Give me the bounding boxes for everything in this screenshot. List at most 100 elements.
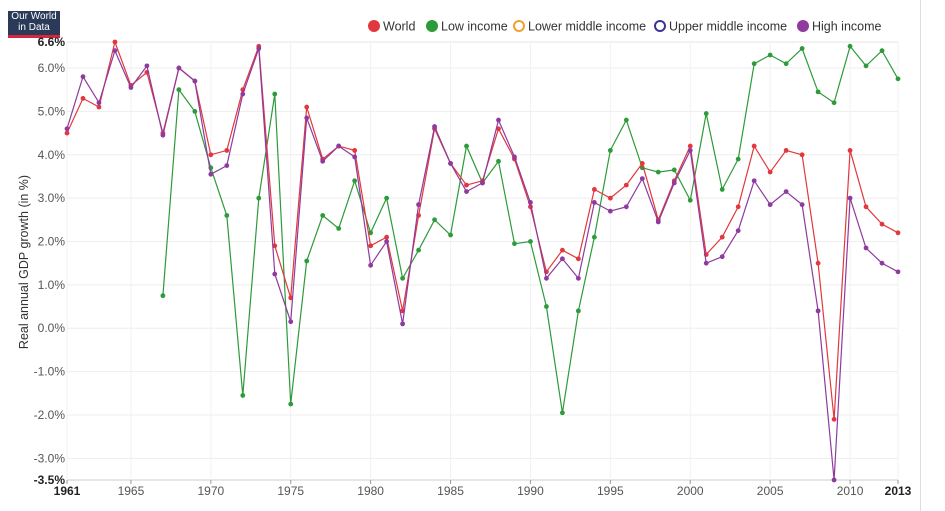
data-point-world[interactable] — [80, 95, 86, 101]
data-point-low-income[interactable] — [496, 158, 501, 164]
data-point-high-income[interactable] — [895, 269, 901, 275]
data-point-high-income[interactable] — [703, 260, 709, 266]
data-point-world[interactable] — [112, 39, 118, 45]
data-point-high-income[interactable] — [112, 48, 118, 54]
data-point-high-income[interactable] — [128, 85, 134, 90]
data-point-high-income[interactable] — [256, 46, 262, 51]
data-point-world[interactable] — [96, 104, 102, 110]
data-point-high-income[interactable] — [735, 228, 741, 234]
data-point-world[interactable] — [352, 148, 358, 153]
data-point-high-income[interactable] — [336, 143, 342, 149]
data-point-low-income[interactable] — [799, 46, 805, 51]
data-point-high-income[interactable] — [288, 319, 294, 325]
data-point-high-income[interactable] — [352, 154, 358, 160]
data-point-low-income[interactable] — [352, 178, 358, 184]
data-point-world[interactable] — [767, 169, 773, 175]
data-point-low-income[interactable] — [240, 393, 246, 398]
data-point-high-income[interactable] — [384, 239, 390, 244]
data-point-low-income[interactable] — [224, 213, 230, 218]
data-point-low-income[interactable] — [607, 148, 613, 153]
data-point-low-income[interactable] — [879, 48, 885, 54]
data-point-low-income[interactable] — [512, 241, 517, 247]
data-point-high-income[interactable] — [480, 180, 485, 186]
data-point-high-income[interactable] — [432, 124, 437, 129]
data-point-high-income[interactable] — [464, 189, 469, 195]
data-point-world[interactable] — [368, 243, 374, 249]
data-point-high-income[interactable] — [687, 148, 693, 153]
data-point-low-income[interactable] — [448, 232, 453, 238]
data-point-world[interactable] — [719, 234, 725, 240]
data-point-world[interactable] — [224, 148, 230, 153]
data-point-high-income[interactable] — [623, 204, 629, 210]
data-point-world[interactable] — [64, 130, 70, 136]
data-point-high-income[interactable] — [719, 254, 725, 260]
data-point-low-income[interactable] — [863, 63, 869, 69]
data-point-low-income[interactable] — [416, 247, 421, 253]
data-point-high-income[interactable] — [160, 132, 166, 138]
data-point-world[interactable] — [591, 187, 597, 192]
data-point-low-income[interactable] — [815, 89, 821, 95]
data-point-high-income[interactable] — [544, 275, 549, 281]
legend-item-world[interactable]: World — [368, 20, 415, 34]
data-point-low-income[interactable] — [655, 169, 661, 175]
data-point-world[interactable] — [783, 148, 789, 153]
data-point-low-income[interactable] — [623, 117, 629, 123]
data-point-low-income[interactable] — [176, 87, 182, 93]
data-point-high-income[interactable] — [560, 256, 565, 262]
owid-logo[interactable]: Our World in Data — [8, 11, 60, 38]
data-point-high-income[interactable] — [639, 176, 645, 182]
legend-item-upper-middle-income[interactable]: Upper middle income — [654, 20, 787, 34]
data-point-world[interactable] — [607, 195, 613, 201]
data-point-world[interactable] — [799, 152, 805, 158]
data-point-world[interactable] — [304, 104, 310, 110]
legend-item-high-income[interactable]: High income — [797, 20, 882, 34]
data-point-low-income[interactable] — [671, 167, 677, 173]
data-point-high-income[interactable] — [528, 200, 533, 205]
data-point-world[interactable] — [815, 260, 821, 266]
data-point-low-income[interactable] — [735, 156, 741, 162]
data-point-low-income[interactable] — [368, 230, 374, 236]
data-point-high-income[interactable] — [192, 78, 198, 84]
data-point-world[interactable] — [272, 243, 278, 249]
data-point-low-income[interactable] — [751, 61, 757, 67]
data-point-high-income[interactable] — [96, 100, 102, 106]
data-point-high-income[interactable] — [575, 275, 581, 281]
data-point-world[interactable] — [735, 204, 741, 210]
data-point-low-income[interactable] — [703, 111, 709, 116]
data-point-high-income[interactable] — [320, 158, 326, 164]
data-point-world[interactable] — [496, 126, 501, 132]
data-point-low-income[interactable] — [591, 234, 597, 240]
data-point-low-income[interactable] — [831, 100, 837, 106]
data-point-low-income[interactable] — [160, 293, 166, 299]
data-point-low-income[interactable] — [544, 304, 549, 309]
data-point-low-income[interactable] — [719, 187, 725, 192]
data-point-high-income[interactable] — [368, 262, 374, 268]
data-point-high-income[interactable] — [863, 245, 869, 251]
data-point-high-income[interactable] — [176, 65, 182, 71]
data-point-high-income[interactable] — [655, 219, 661, 225]
data-point-high-income[interactable] — [767, 202, 773, 208]
data-point-world[interactable] — [575, 256, 581, 262]
data-point-high-income[interactable] — [607, 208, 613, 214]
data-point-high-income[interactable] — [240, 91, 246, 97]
data-point-low-income[interactable] — [288, 401, 294, 407]
data-point-high-income[interactable] — [304, 115, 310, 121]
data-point-world[interactable] — [847, 148, 853, 153]
data-point-world[interactable] — [623, 182, 629, 188]
data-point-low-income[interactable] — [432, 217, 437, 223]
data-point-low-income[interactable] — [687, 197, 693, 203]
data-point-world[interactable] — [208, 152, 214, 158]
data-point-high-income[interactable] — [416, 202, 421, 208]
data-point-high-income[interactable] — [799, 202, 805, 208]
data-point-low-income[interactable] — [783, 61, 789, 67]
data-point-low-income[interactable] — [575, 308, 581, 314]
legend-item-low-income[interactable]: Low income — [426, 20, 508, 34]
data-point-low-income[interactable] — [336, 226, 342, 231]
data-point-high-income[interactable] — [448, 161, 453, 166]
data-point-high-income[interactable] — [831, 477, 837, 483]
data-point-low-income[interactable] — [256, 195, 262, 201]
data-point-low-income[interactable] — [895, 76, 901, 82]
data-point-low-income[interactable] — [304, 258, 310, 264]
data-point-high-income[interactable] — [80, 74, 86, 80]
data-point-high-income[interactable] — [847, 195, 853, 201]
